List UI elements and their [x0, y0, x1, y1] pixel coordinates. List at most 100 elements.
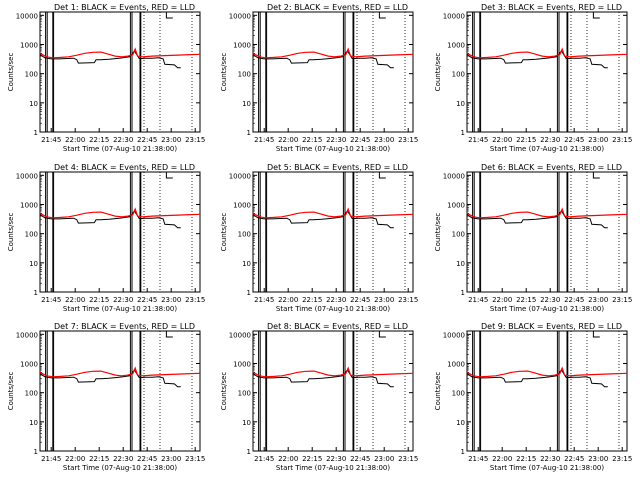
y-tick-label: 1 — [34, 448, 38, 456]
step-marker — [592, 331, 600, 338]
y-axis-label: Counts/sec — [434, 372, 442, 411]
y-tick-label: 100 — [452, 231, 465, 239]
y-axis-label: Counts/sec — [220, 372, 228, 411]
x-tick-label: 21:45 — [468, 136, 488, 144]
y-tick-label: 10 — [456, 419, 465, 427]
y-tick-label: 10000 — [229, 172, 251, 180]
x-tick-label: 21:45 — [41, 455, 61, 463]
y-tick-label: 1 — [461, 129, 465, 137]
events-series-line — [252, 50, 394, 69]
events-series-line — [466, 50, 608, 69]
x-tick-label: 22:15 — [516, 455, 536, 463]
x-tick-label: 22:30 — [540, 455, 560, 463]
lld-series-line — [39, 366, 201, 378]
panel-title: Det 6: BLACK = Events, RED = LLD — [481, 163, 622, 172]
y-axis-label: Counts/sec — [434, 53, 442, 92]
step-marker — [592, 12, 600, 19]
step-marker — [592, 172, 600, 179]
detector-panel: Det 8: BLACK = Events, RED = LLD 1 10 100 10… — [220, 322, 418, 472]
events-series-line — [39, 369, 181, 388]
detector-panel: Det 7: BLACK = Events, RED = LLD 1 10 100 10… — [7, 322, 205, 472]
y-tick-label: 10000 — [443, 172, 465, 180]
detector-panel: Det 6: BLACK = Events, RED = LLD 1 10 100 10… — [434, 163, 632, 313]
step-marker — [165, 172, 173, 179]
x-tick-label: 22:15 — [302, 136, 322, 144]
y-tick-label: 1000 — [447, 41, 465, 49]
y-axis-label: Counts/sec — [220, 213, 228, 252]
x-tick-label: 23:15 — [398, 136, 418, 144]
y-tick-label: 100 — [452, 71, 465, 79]
y-tick-label: 10000 — [16, 12, 38, 20]
y-tick-label: 1000 — [233, 360, 251, 368]
lld-series-line — [252, 207, 414, 219]
y-tick-label: 1000 — [20, 360, 38, 368]
y-tick-label: 1 — [247, 448, 251, 456]
events-series-line — [466, 210, 608, 229]
y-tick-label: 1000 — [447, 360, 465, 368]
x-tick-label: 21:45 — [254, 136, 274, 144]
x-tick-label: 22:30 — [113, 136, 133, 144]
x-tick-label: 22:00 — [492, 136, 512, 144]
events-series-line — [466, 369, 608, 388]
x-tick-label: 21:45 — [468, 296, 488, 304]
x-tick-label: 23:15 — [398, 296, 418, 304]
panel-title: Det 8: BLACK = Events, RED = LLD — [267, 322, 408, 331]
x-tick-label: 22:15 — [516, 296, 536, 304]
y-tick-label: 10000 — [443, 12, 465, 20]
y-axis-label: Counts/sec — [220, 53, 228, 92]
x-tick-label: 21:45 — [468, 455, 488, 463]
x-tick-label: 22:45 — [564, 296, 584, 304]
y-tick-label: 100 — [238, 390, 251, 398]
x-axis-label: Start Time (07-Aug-10 21:38:00) — [276, 305, 390, 313]
x-tick-label: 23:00 — [374, 455, 394, 463]
events-series-line — [39, 210, 181, 229]
x-tick-label: 23:00 — [374, 136, 394, 144]
x-tick-label: 23:15 — [185, 455, 205, 463]
x-tick-label: 22:15 — [89, 455, 109, 463]
x-axis-label: Start Time (07-Aug-10 21:38:00) — [63, 305, 177, 313]
y-tick-label: 10 — [242, 100, 251, 108]
y-tick-label: 10000 — [229, 331, 251, 339]
x-tick-label: 23:15 — [612, 136, 632, 144]
panel-title: Det 3: BLACK = Events, RED = LLD — [481, 3, 622, 12]
y-tick-label: 10 — [242, 419, 251, 427]
y-tick-label: 10000 — [16, 331, 38, 339]
x-tick-label: 23:00 — [588, 136, 608, 144]
panel-title: Det 2: BLACK = Events, RED = LLD — [267, 3, 408, 12]
x-tick-label: 22:30 — [540, 296, 560, 304]
x-tick-label: 23:00 — [161, 136, 181, 144]
y-tick-label: 1000 — [233, 201, 251, 209]
panel-title: Det 4: BLACK = Events, RED = LLD — [54, 163, 195, 172]
y-tick-label: 1 — [461, 289, 465, 297]
x-tick-label: 23:00 — [161, 455, 181, 463]
x-tick-label: 23:00 — [161, 296, 181, 304]
x-tick-label: 23:15 — [185, 296, 205, 304]
x-axis-label: Start Time (07-Aug-10 21:38:00) — [490, 464, 604, 472]
y-tick-label: 1 — [34, 289, 38, 297]
x-tick-label: 21:45 — [254, 455, 274, 463]
y-tick-label: 1000 — [447, 201, 465, 209]
x-tick-label: 22:15 — [302, 296, 322, 304]
y-tick-label: 1000 — [20, 41, 38, 49]
y-tick-label: 10 — [29, 419, 38, 427]
step-marker — [378, 172, 386, 179]
x-tick-label: 22:00 — [492, 296, 512, 304]
x-tick-label: 22:45 — [137, 296, 157, 304]
y-tick-label: 1 — [461, 448, 465, 456]
x-tick-label: 22:45 — [350, 296, 370, 304]
y-tick-label: 100 — [238, 231, 251, 239]
step-marker — [378, 331, 386, 338]
lld-series-line — [466, 366, 628, 378]
plot-frame — [39, 330, 201, 452]
y-tick-label: 10 — [242, 260, 251, 268]
x-tick-label: 23:15 — [612, 296, 632, 304]
x-tick-label: 22:45 — [564, 455, 584, 463]
x-tick-label: 21:45 — [41, 136, 61, 144]
y-tick-label: 1 — [34, 129, 38, 137]
x-tick-label: 22:30 — [326, 296, 346, 304]
detector-panel: Det 9: BLACK = Events, RED = LLD 1 10 100 10… — [434, 322, 632, 472]
plot-frame — [39, 11, 201, 133]
x-tick-label: 23:00 — [374, 296, 394, 304]
x-tick-label: 22:00 — [65, 455, 85, 463]
